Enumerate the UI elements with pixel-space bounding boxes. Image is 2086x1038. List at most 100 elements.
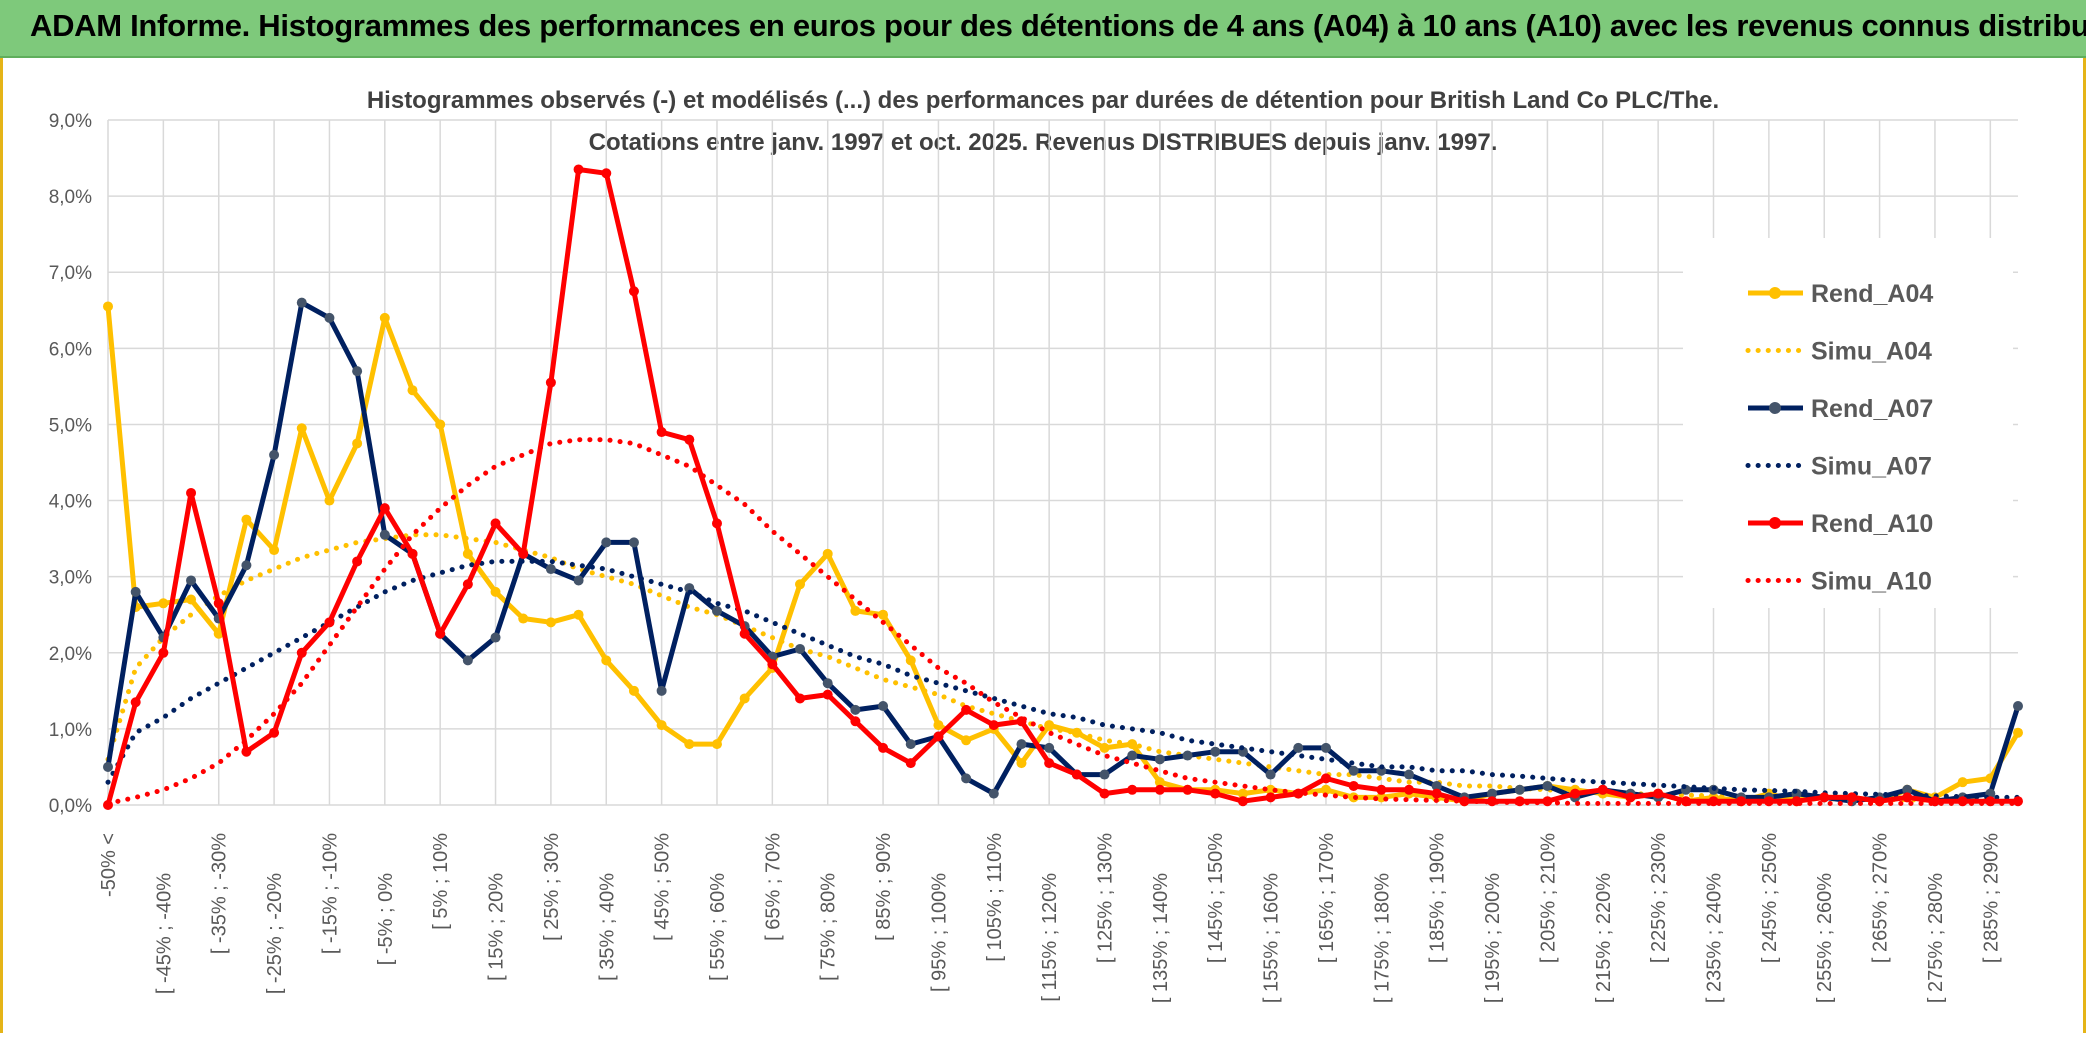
x-tick-label: [ 55% ; 60% [707, 873, 729, 981]
data-point-rend-a07 [850, 704, 861, 715]
x-tick-label: [ 65% ; 70% [762, 833, 784, 941]
data-point-rend-a07 [130, 586, 141, 597]
data-point-rend-a07 [1210, 746, 1221, 757]
data-point-rend-a07 [352, 366, 363, 377]
data-point-rend-a10 [1044, 758, 1055, 769]
data-point-rend-a07 [186, 575, 197, 586]
histogram-chart: Histogrammes observés (-) et modélisés (… [49, 87, 2023, 1003]
data-point-rend-a10 [878, 742, 889, 753]
legend-label-rend-a10: Rend_A10 [1811, 510, 1933, 538]
data-point-rend-a10 [795, 693, 806, 704]
x-tick-label: [ 15% ; 20% [486, 873, 508, 981]
data-point-rend-a07 [822, 678, 833, 689]
data-point-rend-a10 [1376, 784, 1387, 795]
legend-label-simu-a04: Simu_A04 [1811, 338, 1932, 366]
data-point-rend-a07 [379, 529, 390, 540]
data-point-rend-a04 [573, 609, 584, 620]
data-point-rend-a07 [1182, 750, 1193, 761]
x-tick-label: [ 195% ; 200% [1482, 873, 1504, 1003]
data-point-rend-a07 [573, 575, 584, 586]
data-point-rend-a10 [1348, 780, 1359, 791]
page-title: ADAM Informe. Histogrammes des performan… [30, 8, 2086, 43]
chart-title-line2: Cotations entre janv. 1997 et oct. 2025.… [589, 129, 1498, 156]
data-point-rend-a04 [656, 720, 667, 731]
data-point-rend-a07 [795, 643, 806, 654]
data-point-rend-a07 [1099, 769, 1110, 780]
data-point-rend-a10 [628, 286, 639, 297]
data-point-rend-a10 [1320, 773, 1331, 784]
x-tick-label: [ 5% ; 10% [430, 833, 452, 930]
x-tick-label: [ 145% ; 150% [1205, 833, 1227, 963]
data-point-rend-a07 [545, 564, 556, 575]
series-simu-a10 [105, 437, 2021, 806]
data-point-rend-a04 [601, 655, 612, 666]
data-point-rend-a07 [1293, 742, 1304, 753]
x-tick-label: [ -5% ; 0% [375, 873, 397, 965]
data-point-rend-a04 [186, 594, 197, 605]
data-point-rend-a04 [269, 545, 280, 556]
data-point-rend-a04 [1237, 788, 1248, 799]
x-tick-label: [ 105% ; 110% [984, 833, 1006, 962]
data-point-rend-a10 [241, 746, 252, 757]
y-tick-label: 0,0% [49, 796, 92, 817]
data-point-rend-a10 [1154, 784, 1165, 795]
x-tick-label: [ 125% ; 130% [1095, 833, 1117, 963]
y-tick-label: 2,0% [49, 644, 92, 665]
data-point-rend-a04 [2013, 727, 2023, 738]
x-tick-label: [ 115% ; 120% [1039, 873, 1061, 1002]
data-point-rend-a07 [1348, 765, 1359, 776]
chart-title-line1: Histogrammes observés (-) et modélisés (… [367, 87, 1719, 114]
data-point-rend-a07 [1320, 742, 1331, 753]
legend-point-rend-a04 [1769, 287, 1781, 299]
x-tick-label: -50% < [98, 833, 120, 897]
data-point-rend-a10 [1404, 784, 1415, 795]
data-point-rend-a04 [1154, 777, 1165, 788]
data-point-rend-a10 [1597, 784, 1608, 795]
x-tick-label: [ 185% ; 190% [1427, 833, 1449, 963]
data-point-rend-a07 [905, 739, 916, 750]
data-point-rend-a10 [656, 427, 667, 438]
data-point-rend-a04 [158, 598, 169, 609]
data-point-rend-a10 [545, 377, 556, 388]
data-point-rend-a07 [961, 773, 972, 784]
y-tick-label: 8,0% [49, 187, 92, 208]
x-tick-label: [ 95% ; 100% [928, 873, 950, 992]
data-point-rend-a04 [545, 617, 556, 628]
series-line-simu-a07 [105, 558, 2021, 800]
data-point-rend-a10 [1237, 796, 1248, 807]
data-point-rend-a04 [1320, 784, 1331, 795]
data-point-rend-a10 [130, 697, 141, 708]
data-point-rend-a07 [324, 312, 335, 323]
data-point-rend-a04 [435, 419, 446, 430]
data-point-rend-a10 [379, 503, 390, 514]
data-point-rend-a04 [1099, 742, 1110, 753]
data-point-rend-a10 [462, 579, 473, 590]
data-point-rend-a04 [822, 548, 833, 559]
x-tick-label: [ 255% ; 260% [1814, 873, 1836, 1003]
x-tick-label: [ 35% ; 40% [596, 873, 618, 981]
data-point-rend-a10 [296, 647, 307, 658]
data-point-rend-a10 [1570, 788, 1581, 799]
data-point-rend-a10 [739, 628, 750, 639]
data-point-rend-a10 [850, 716, 861, 727]
y-tick-label: 3,0% [49, 568, 92, 589]
data-point-rend-a07 [656, 685, 667, 696]
chart-frame: Histogrammes observés (-) et modélisés (… [0, 58, 2086, 1033]
x-tick-label: [ 235% ; 240% [1704, 873, 1726, 1003]
legend-point-rend-a07 [1769, 402, 1781, 414]
data-point-rend-a04 [518, 613, 529, 624]
series-group [103, 164, 2023, 810]
y-tick-label: 1,0% [49, 720, 92, 741]
series-simu-a07 [105, 558, 2021, 800]
data-point-rend-a07 [462, 655, 473, 666]
y-axis: 0,0% 1,0% 2,0% 3,0% 4,0% 5,0% 6,0% 7,0% 8,0% 9,0% [49, 111, 92, 817]
legend-label-rend-a07: Rend_A07 [1811, 395, 1933, 423]
x-tick-label: [ 275% ; 280% [1925, 873, 1947, 1003]
x-tick-label: [ 85% ; 90% [873, 833, 895, 941]
data-point-rend-a10 [1653, 788, 1664, 799]
data-point-rend-a04 [905, 655, 916, 666]
data-point-rend-a04 [1016, 758, 1027, 769]
data-point-rend-a10 [407, 548, 418, 559]
data-point-rend-a04 [795, 579, 806, 590]
legend-box [1683, 238, 2013, 608]
